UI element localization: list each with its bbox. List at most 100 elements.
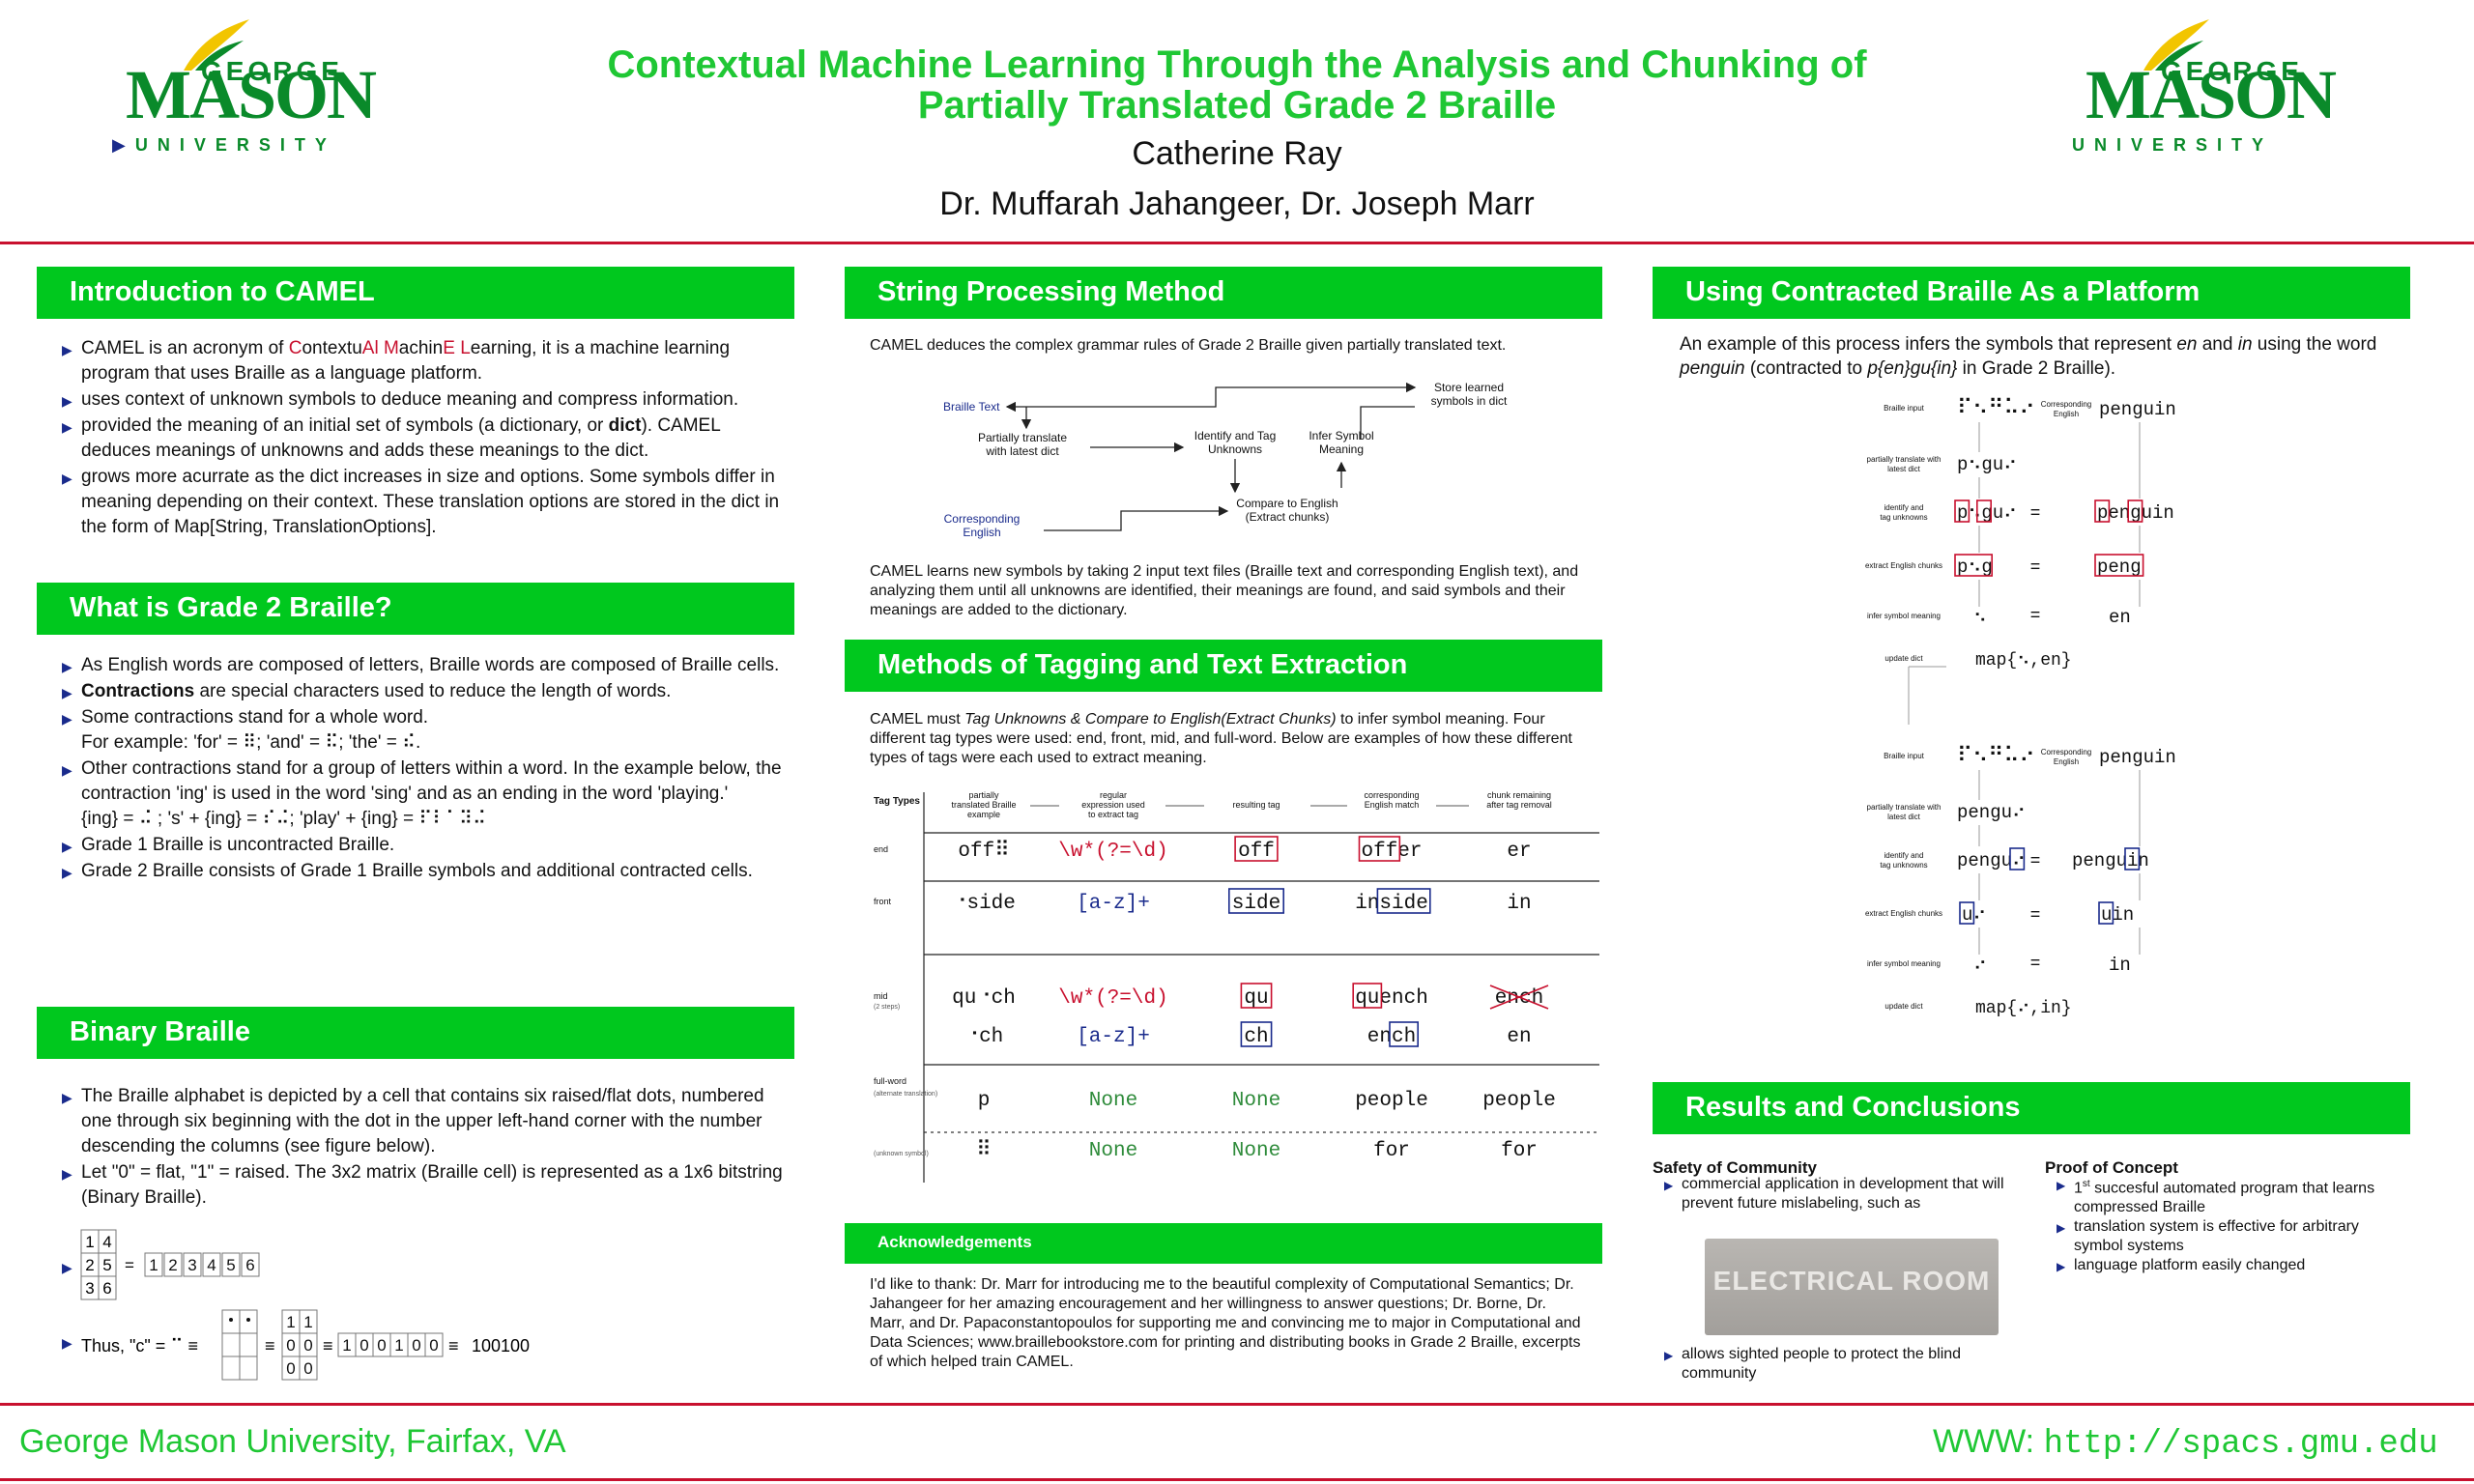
table-header: to extract tag: [1088, 810, 1138, 819]
flowchart-label: Corresponding: [944, 512, 1021, 526]
corresponding-english-label: Corresponding: [2041, 400, 2091, 409]
table-header: after tag removal: [1486, 800, 1552, 810]
resulting-tag-box: [1227, 888, 1284, 914]
bit-value: 1: [286, 1313, 295, 1331]
flowchart-label: Partially translate: [978, 431, 1067, 444]
inferred-symbol: ⠢: [1973, 607, 1987, 628]
svg-text:≡: ≡: [448, 1336, 459, 1356]
tagging-intro: CAMEL must Tag Unknowns & Compare to Eng…: [870, 711, 1572, 766]
english-match-box: [1376, 888, 1431, 914]
flowchart-label: with latest dict: [985, 444, 1059, 458]
poster-header: GEORGE MASON ▶UNIVERSITY Contextual Mach…: [0, 0, 2474, 242]
english-tagged: penguin: [2097, 502, 2174, 524]
table-header: partially: [968, 790, 999, 800]
bit-value: 1: [303, 1313, 312, 1331]
equals-sign: =: [2030, 953, 2041, 972]
bit-value: 0: [286, 1336, 295, 1355]
string-processing-body: CAMEL learns new symbols by taking 2 inp…: [870, 563, 1579, 618]
bit-value: 0: [286, 1359, 295, 1378]
tag-type-sublabel: (alternate translation): [874, 1091, 937, 1098]
equals-sign: =: [2030, 502, 2041, 522]
remaining-chunk-cell: er: [1507, 841, 1531, 863]
step-label: infer symbol meaning: [1867, 612, 1941, 620]
english-match-cell: inside: [1355, 893, 1428, 915]
acknowledgements-body: I'd like to thank: Dr. Marr for introduc…: [870, 1276, 1581, 1370]
step-label: Braille input: [1884, 752, 1925, 760]
english-match-cell: offer: [1362, 841, 1423, 863]
table-header: Tag Types: [874, 796, 920, 807]
regex-cell: [a-z]+: [1077, 893, 1150, 915]
bit-position-label: 2: [168, 1256, 177, 1274]
chunk-box: [2098, 901, 2114, 925]
bit-position-label: 5: [226, 1256, 235, 1274]
bitstring-value: 0: [429, 1336, 438, 1355]
equals-sign: =: [2030, 904, 2041, 924]
equals-sign: =: [2030, 850, 2041, 870]
tag-type-sublabel: (2 steps): [874, 1004, 900, 1011]
step-label: infer symbol meaning: [1867, 959, 1941, 968]
safety-bullet-2: allows sighted people to protect the bli…: [1653, 1345, 2020, 1384]
braille-input: ⠏⠢⠛⠥⠔: [1957, 397, 2035, 421]
bit-position-label: 6: [245, 1256, 254, 1274]
flowchart-label: Meaning: [1319, 442, 1364, 456]
svg-text:▶: ▶: [62, 1260, 72, 1275]
english-input: penguin: [2099, 747, 2176, 768]
extracted-chunk: p⠢g: [1957, 556, 1993, 578]
remaining-chunk-cell: en: [1507, 1026, 1531, 1048]
bitstring-value: 1: [342, 1336, 351, 1355]
bitstring-value: 0: [377, 1336, 386, 1355]
step-label: update dict: [1884, 654, 1923, 663]
english-match-box: [1352, 983, 1383, 1009]
inferred-symbol: ⠔: [1973, 955, 1987, 976]
resulting-tag-cell: qu: [1244, 987, 1268, 1010]
english-input: penguin: [2099, 399, 2176, 420]
step-label: identify and: [1884, 503, 1924, 512]
intro-body: CAMEL is an acronym of ContextuAl Machin…: [37, 336, 794, 541]
table-header: expression used: [1081, 800, 1145, 810]
svg-text:Thus, "c" = ⠉ ≡: Thus, "c" = ⠉ ≡: [81, 1336, 198, 1356]
corresponding-english-label: Corresponding: [2041, 748, 2091, 756]
svg-text:3: 3: [85, 1279, 94, 1298]
flowchart-label: Braille Text: [943, 400, 1000, 414]
svg-text:≡: ≡: [323, 1336, 333, 1356]
footer-rule-top: [0, 1403, 2474, 1406]
bit-value: 0: [303, 1359, 312, 1378]
section-heading-acknowledgements: Acknowledgements: [845, 1223, 1602, 1264]
table-header: chunk remaining: [1487, 790, 1551, 800]
footer-location: George Mason University, Fairfax, VA: [19, 1423, 566, 1460]
table-header: English match: [1365, 800, 1420, 810]
flowchart-label: English: [963, 526, 1000, 539]
bit-position-label: 3: [187, 1256, 196, 1274]
leaf-icon: [2143, 19, 2209, 71]
flowchart-label: Unknowns: [1208, 442, 1262, 456]
resulting-tag-cell: None: [1232, 1140, 1280, 1162]
dictionary-update: map{⠢,en}: [1975, 651, 2072, 671]
inferred-meaning: in: [2109, 955, 2131, 976]
english-tag-box: [2127, 499, 2143, 523]
section-heading-binary: Binary Braille: [37, 1007, 794, 1059]
step-label: latest dict: [1887, 465, 1921, 473]
table-header: regular: [1100, 790, 1127, 800]
resulting-tag-box: [1240, 1021, 1273, 1047]
logo-mason: MASON: [2086, 56, 2337, 133]
step-label: latest dict: [1887, 813, 1921, 821]
partial-braille-cell: off⠿: [958, 840, 1009, 863]
grade2-bullet-3: Some contractions stand for a whole word…: [37, 705, 794, 756]
remaining-chunk-cell: for: [1501, 1140, 1538, 1162]
intro-bullet-4: grows more acurrate as the dict increase…: [37, 465, 794, 540]
partial-braille-cell: ⠿: [976, 1139, 991, 1162]
footer-url[interactable]: http://spacs.gmu.edu: [2043, 1426, 2438, 1463]
table-header: translated Braille: [951, 800, 1016, 810]
svg-text:6: 6: [102, 1279, 111, 1298]
intro-bullet-2: uses context of unknown symbols to deduc…: [37, 387, 794, 414]
intro-bullet-1: CAMEL is an acronym of ContextuAl Machin…: [37, 336, 794, 386]
svg-text:4: 4: [102, 1233, 111, 1251]
grade2-bullet-5: Grade 1 Braille is uncontracted Braille.: [37, 833, 794, 859]
unknown-tag-box: [1954, 499, 1971, 523]
tag-type-sublabel: (unknown symbol): [874, 1151, 929, 1157]
resulting-tag-cell: ch: [1244, 1026, 1268, 1048]
tag-type-label: front: [874, 897, 892, 906]
tag-type-label: full-word: [874, 1076, 906, 1086]
